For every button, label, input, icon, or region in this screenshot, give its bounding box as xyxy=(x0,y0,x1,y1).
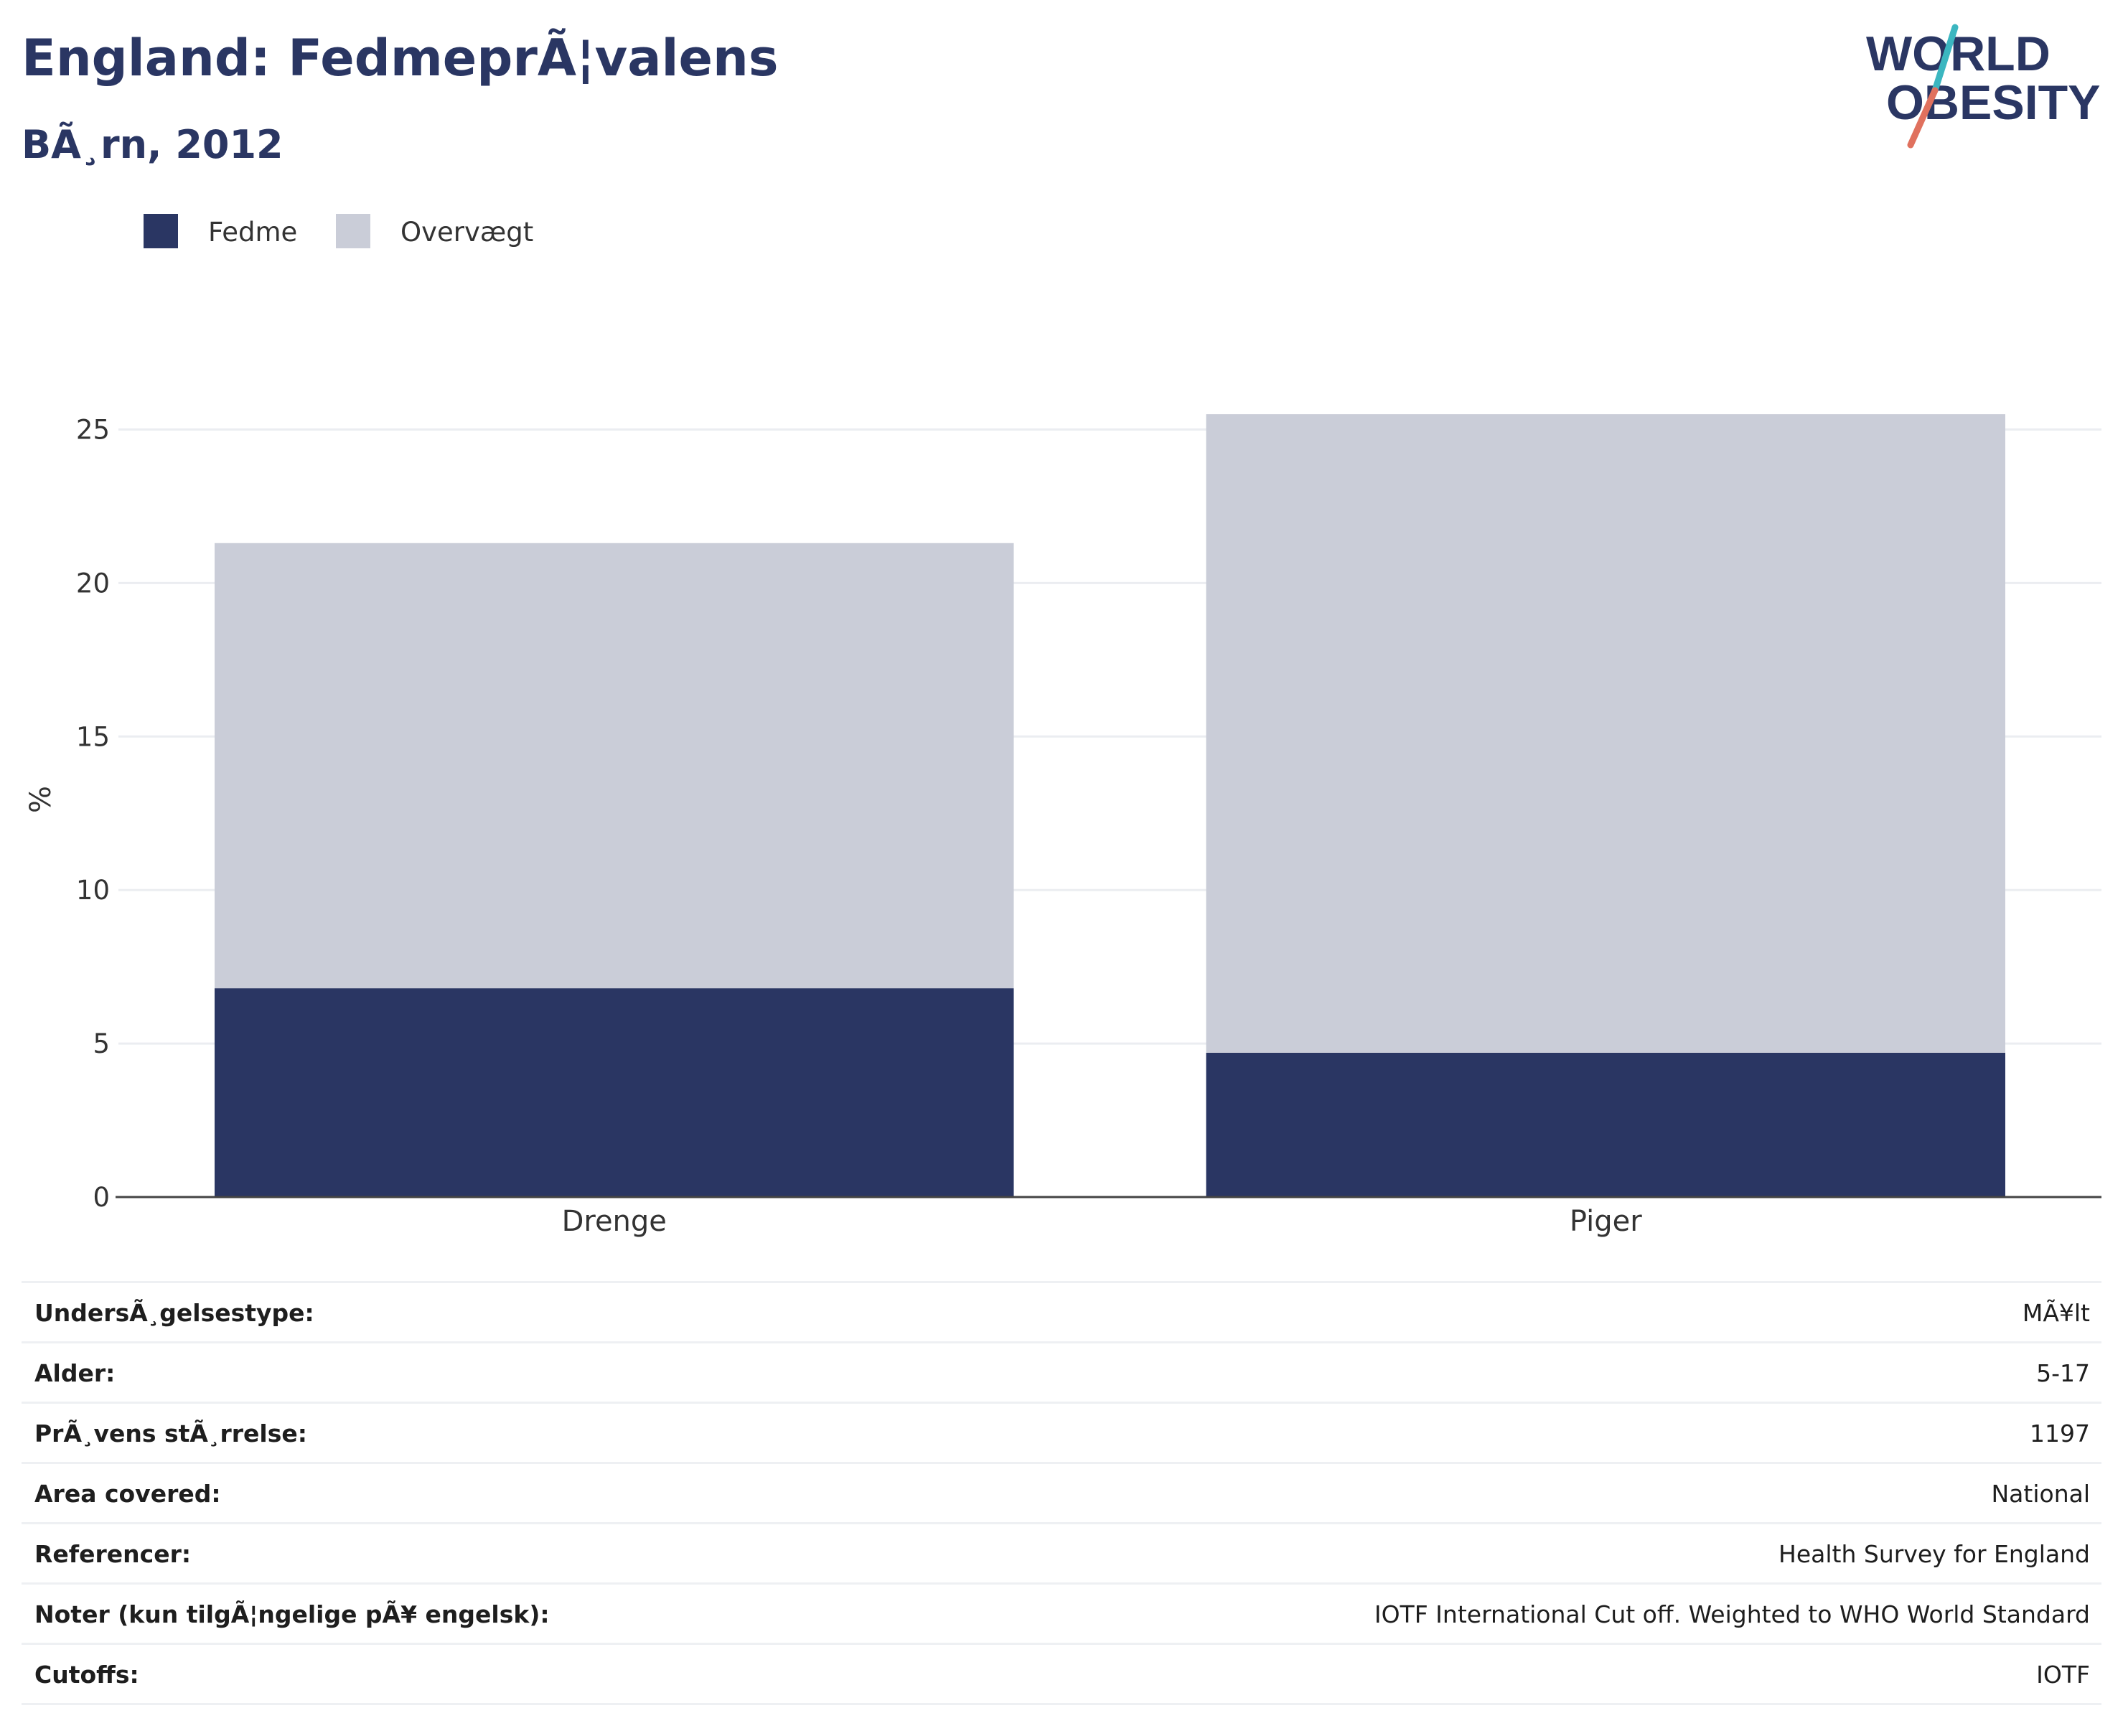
info-row-notes: Noter (kun tilgÃ¦ngelige pÃ¥ engelsk): I… xyxy=(22,1582,2101,1643)
legend-swatch-overvaegt xyxy=(336,214,370,248)
info-value: 5-17 xyxy=(2036,1359,2090,1387)
bar-overvaegt xyxy=(1206,414,2005,1053)
info-label: PrÃ¸vens stÃ¸rrelse: xyxy=(34,1420,307,1448)
y-tick-label: 10 xyxy=(76,875,110,906)
info-label: Noter (kun tilgÃ¦ngelige pÃ¥ engelsk): xyxy=(34,1600,550,1628)
info-row-references: Referencer: Health Survey for England xyxy=(22,1522,2101,1582)
logo-slash-top xyxy=(1931,24,1959,94)
info-row-survey-type: UndersÃ¸gelsestype: MÃ¥lt xyxy=(22,1281,2101,1341)
info-value: National xyxy=(1991,1480,2090,1508)
info-label: Area covered: xyxy=(34,1480,221,1508)
y-tick-label: 20 xyxy=(76,568,110,599)
info-value: Health Survey for England xyxy=(1778,1540,2090,1568)
info-row-cutoffs: Cutoffs: IOTF xyxy=(22,1643,2101,1705)
info-value: MÃ¥lt xyxy=(2022,1299,2090,1327)
info-label: UndersÃ¸gelsestype: xyxy=(34,1299,314,1327)
info-label: Referencer: xyxy=(34,1540,192,1568)
survey-info-table: UndersÃ¸gelsestype: MÃ¥lt Alder: 5-17 Pr… xyxy=(22,1281,2101,1705)
info-value: 1197 xyxy=(2030,1420,2090,1448)
info-row-sample-size: PrÃ¸vens stÃ¸rrelse: 1197 xyxy=(22,1402,2101,1462)
info-row-age: Alder: 5-17 xyxy=(22,1341,2101,1402)
y-tick-label: 15 xyxy=(76,721,110,752)
y-tick-label: 5 xyxy=(93,1028,110,1059)
y-tick-label: 0 xyxy=(93,1182,110,1213)
x-tick-label: Piger xyxy=(1570,1205,1642,1238)
logo-slash-bottom xyxy=(1907,87,1939,149)
legend-label-fedme: Fedme xyxy=(208,217,298,248)
info-label: Cutoffs: xyxy=(34,1661,139,1689)
legend-swatch-fedme xyxy=(144,214,178,248)
chart-title: England: FedmeprÃ¦valens xyxy=(22,29,779,88)
info-label: Alder: xyxy=(34,1359,116,1387)
logo-text-world: WORLD xyxy=(1866,27,2051,81)
chart-subtitle: BÃ¸rn, 2012 xyxy=(22,122,283,167)
bar-chart: 0 5 10 15 20 25% Drenge Piger xyxy=(24,414,2101,1238)
y-tick-label: 25 xyxy=(76,415,110,446)
info-value: IOTF xyxy=(2036,1661,2090,1689)
info-row-area-covered: Area covered: National xyxy=(22,1462,2101,1522)
y-axis-title: % xyxy=(24,786,57,813)
world-obesity-logo: WORLD OBESITY xyxy=(1866,24,2101,149)
info-value: IOTF International Cut off. Weighted to … xyxy=(1374,1600,2090,1628)
bar-fedme xyxy=(1206,1052,2005,1197)
bar-fedme xyxy=(215,988,1014,1197)
x-tick-label: Drenge xyxy=(562,1205,667,1238)
legend-label-overvaegt: Overvægt xyxy=(400,217,534,248)
bar-overvaegt xyxy=(215,543,1014,989)
